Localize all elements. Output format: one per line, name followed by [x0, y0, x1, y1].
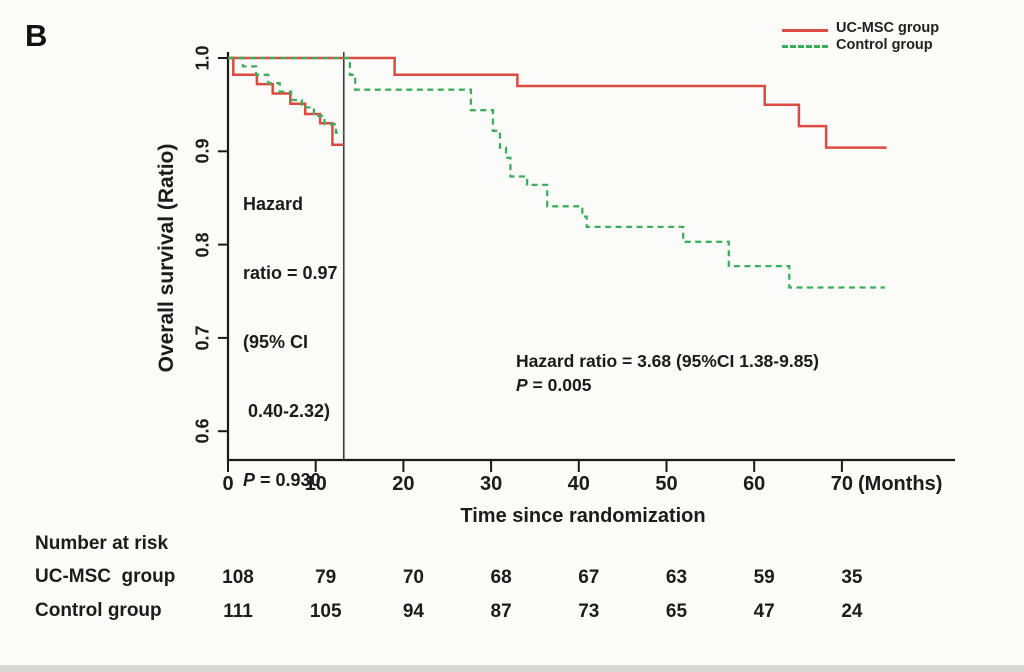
- risk-value: 105: [309, 601, 342, 622]
- x-tick-label-40: 40: [567, 473, 590, 495]
- x-tick-label-10: 10: [304, 473, 327, 495]
- p-value-text: = 0.005: [527, 375, 592, 395]
- risk-value: 65: [665, 601, 688, 622]
- y-tick-label-0.7: 0.7: [192, 325, 213, 351]
- page-bottom-strip: [0, 665, 1024, 672]
- risk-value: 79: [315, 567, 337, 588]
- overall-hr-line1: Hazard ratio = 3.68 (95%CI 1.38-9.85): [516, 351, 819, 371]
- risk-value: 111: [223, 601, 253, 622]
- risk-value: 68: [490, 567, 512, 588]
- y-tick-label-1.0: 1.0: [192, 45, 213, 71]
- landmark-hr-line1: Hazard: [243, 194, 304, 214]
- p-symbol: P: [243, 470, 256, 490]
- risk-value: 94: [402, 601, 424, 622]
- x-tick-label-20: 20: [392, 473, 415, 495]
- x-tick-label-60: 60: [743, 473, 766, 495]
- risk-value: 87: [490, 601, 512, 622]
- x-tick-label-0: 0: [222, 473, 234, 495]
- x-tick-label-50: 50: [655, 473, 678, 495]
- landmark-hr-line3: (95% CI: [243, 332, 309, 352]
- risk-value: 35: [841, 567, 863, 588]
- survival-curve-ucmsc: [228, 56, 887, 149]
- p-value-text: = 0.930: [255, 470, 321, 490]
- risk-value: 70: [402, 567, 424, 588]
- risk-value: 24: [841, 601, 863, 622]
- x-tick-label-30: 30: [479, 473, 503, 495]
- y-tick-label-0.8: 0.8: [192, 232, 213, 258]
- survival-curve-control: [228, 56, 885, 289]
- landmark-hr-line4: 0.40-2.32): [243, 401, 331, 421]
- y-axis-title: Overall survival (Ratio): [155, 143, 178, 373]
- risk-value: 59: [753, 567, 775, 588]
- risk-value: 73: [578, 601, 600, 622]
- legend-swatch-ucmsc-line: [782, 29, 828, 32]
- landmark-hr-pvalue: P = 0.930: [243, 469, 338, 492]
- x-axis-title: Time since randomization: [460, 505, 706, 527]
- panel-label: B: [25, 18, 48, 53]
- landmark-hr-line2: ratio = 0.97: [243, 263, 338, 283]
- legend-swatch-control-line: [782, 45, 828, 48]
- y-tick-label-0.6: 0.6: [192, 418, 213, 444]
- landmark-hr-annotation: Hazard ratio = 0.97 (95% CI 0.40-2.32) P…: [243, 147, 338, 538]
- legend-label-ucmsc: UC-MSC group: [836, 20, 940, 36]
- x-tick-label-70: 70: [830, 473, 854, 495]
- overall-hr-pvalue: P = 0.005: [516, 373, 819, 397]
- risk-value: 67: [578, 567, 600, 588]
- risk-row-label-ucmsc: UC-MSC group: [35, 566, 176, 587]
- survival-curve-control: [228, 56, 344, 134]
- y-tick-label-0.9: 0.9: [192, 138, 213, 164]
- p-symbol: P: [516, 375, 528, 395]
- risk-value: 47: [753, 601, 775, 622]
- risk-value: 63: [665, 567, 688, 588]
- overall-hr-annotation: Hazard ratio = 3.68 (95%CI 1.38-9.85) P …: [516, 349, 819, 397]
- risk-table-title: Number at risk: [35, 533, 169, 554]
- risk-value: 108: [222, 567, 254, 588]
- risk-row-label-control: Control group: [35, 600, 162, 621]
- survival-curve-ucmsc: [228, 56, 344, 147]
- legend-label-control: Control group: [836, 37, 933, 53]
- x-axis-unit-label: (Months): [858, 473, 943, 495]
